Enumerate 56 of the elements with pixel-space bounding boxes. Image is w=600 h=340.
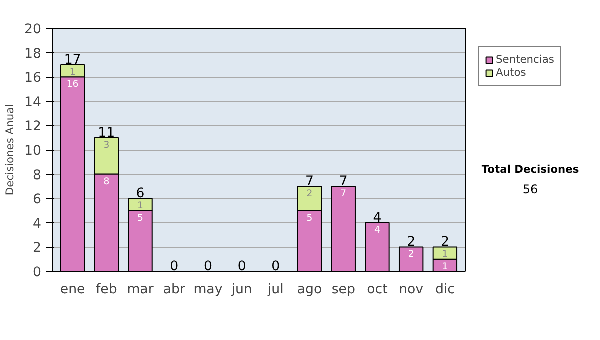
y-axis-title: Decisiones Anual [4,104,17,196]
data-label: 2 [306,188,313,200]
data-label: 2 [408,249,414,260]
x-tick-label: ago [297,282,322,298]
bar [398,246,424,272]
y-tick-label: 6 [33,192,42,208]
total-label: 6 [136,186,145,202]
data-label: 8 [104,176,110,188]
total-label: 0 [170,260,179,274]
total-label: 0 [238,260,246,274]
y-tick-label: 10 [24,144,42,159]
y-tick-label: 2 [33,241,42,256]
total-label: 17 [64,52,82,68]
x-tick-label: feb [96,282,118,298]
y-tick-label: 18 [24,46,42,62]
x-tick-label: sep [332,282,356,298]
data-label: 16 [66,79,79,90]
y-tick-label: 4 [33,216,42,232]
data-label: 4 [374,224,381,236]
x-tick-label: jun [230,282,252,298]
data-label: 5 [138,212,144,224]
x-tick-label: mar [127,282,154,298]
total-label: 4 [373,210,382,226]
x-tick-label: abr [163,282,186,298]
legend-label: Autos [496,66,526,79]
total-label: 0 [272,260,280,274]
total-label: 7 [339,174,348,190]
y-tick-label: 12 [24,120,42,135]
data-label: 5 [306,212,313,224]
total-label: 11 [98,126,116,141]
x-tick-label: jul [267,282,284,298]
data-label: 1 [70,66,76,78]
x-tick-label: dic [435,282,455,298]
total-label: 2 [440,235,450,250]
x-tick-label: nov [399,282,424,298]
total-label: 2 [407,235,416,250]
x-tick-label: oct [367,282,388,298]
data-label: 1 [442,261,448,272]
bar [331,186,356,272]
x-tick-label: may [194,282,223,298]
y-tick-label: 8 [33,168,42,184]
data-label: 3 [104,140,110,151]
data-label: 1 [442,249,448,260]
total-label: 7 [306,174,314,190]
legend-label: Sentencias [496,53,554,66]
total-label: 0 [204,260,212,274]
x-tick-label: ene [60,282,86,298]
text: 56 [522,182,538,196]
data-label: 1 [138,200,144,212]
data-label: 7 [340,188,347,200]
y-tick-label: 0 [33,266,42,280]
bar [365,222,390,272]
text: Total Decisiones [482,162,580,176]
y-tick-label: 16 [24,71,42,86]
y-tick-label: 20 [24,22,42,38]
y-tick-label: 14 [24,95,42,110]
